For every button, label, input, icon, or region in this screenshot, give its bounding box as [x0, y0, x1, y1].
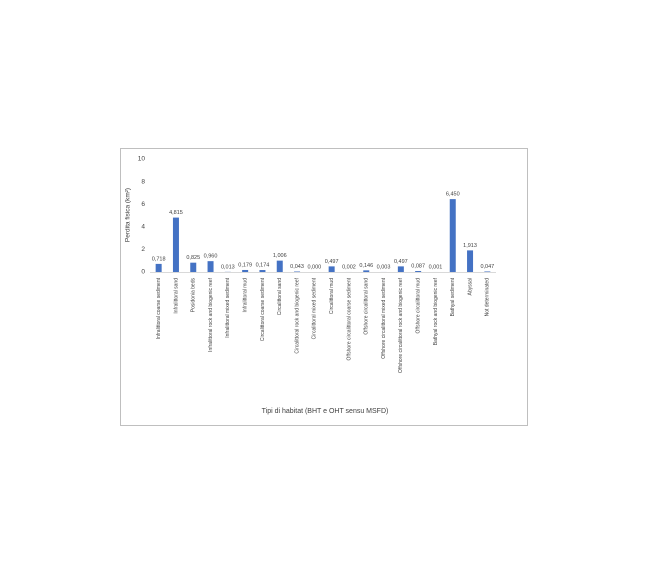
bar: [276, 260, 283, 272]
x-tick-label: Circalittoral mud: [329, 278, 335, 314]
value-label: 0,174: [256, 262, 270, 268]
y-tick-label: 0: [141, 269, 145, 276]
bar: [363, 270, 370, 272]
x-tick-label: Posidonia beds: [191, 278, 197, 313]
x-axis-title: Tipi di habitat (BHT e OHT sensu MSFD): [262, 408, 389, 415]
value-label: 0,047: [480, 264, 494, 270]
bar: [415, 271, 422, 272]
x-tick-label: Bathyal rock and biogenic reef: [433, 277, 439, 345]
y-tick-label: 2: [141, 246, 145, 253]
x-tick-label: Infralittoral mud: [242, 278, 248, 313]
x-tick-label: Abyssal: [467, 278, 473, 296]
value-label: 0,825: [186, 255, 200, 261]
x-tick-label: Offshore circalittoral mixed sediment: [381, 277, 387, 358]
x-tick-label: Offshore circalittoral sand: [364, 278, 370, 335]
value-label: 1,913: [463, 243, 477, 249]
y-tick-label: 6: [141, 201, 145, 208]
x-tick-label: Infralittoral mixed sediment: [225, 277, 231, 337]
x-tick-label: Infralittoral sand: [173, 278, 179, 314]
bar: [190, 262, 197, 272]
x-tick-label: Infralittoral coarse sediment: [156, 277, 162, 339]
value-label: 0,146: [359, 263, 373, 269]
value-label: 0,043: [290, 264, 304, 270]
value-label: 0,001: [429, 264, 443, 270]
bar: [172, 217, 179, 272]
y-tick-label: 10: [138, 156, 146, 163]
bar: [207, 261, 214, 272]
bar: [449, 199, 456, 272]
value-label: 0,013: [221, 264, 235, 270]
x-tick-label: Bathyal sediment: [450, 277, 456, 316]
x-tick-label: Circalittoral mixed sediment: [312, 277, 318, 339]
value-label: 0,003: [377, 264, 391, 270]
value-label: 4,815: [169, 210, 183, 216]
bar: [242, 269, 249, 272]
bar: [484, 271, 491, 272]
y-axis-title: Perdita fisica (km²): [125, 188, 132, 242]
x-tick-label: Not determinated: [485, 278, 491, 317]
x-tick-label: Offshore circalittoral coarse sediment: [346, 277, 352, 360]
x-tick-label: Circalittoral sand: [277, 278, 283, 315]
y-tick-label: 8: [141, 178, 145, 185]
value-label: 0,087: [411, 263, 425, 269]
value-label: 0,960: [204, 254, 218, 260]
bar: [328, 266, 335, 272]
value-label: 6,450: [446, 192, 460, 198]
y-tick-label: 4: [141, 224, 145, 231]
x-tick-label: Circalittoral rock and biogenic reef: [294, 277, 300, 353]
x-tick-label: Offshore circalittoral mud: [415, 278, 421, 334]
value-label: 0,179: [238, 262, 252, 268]
x-tick-label: Circalittoral coarse sediment: [260, 277, 266, 341]
value-label: 0,497: [325, 259, 339, 265]
chart-frame: [120, 148, 528, 426]
bar: [467, 250, 474, 272]
bar: [397, 266, 404, 272]
value-label: 0,718: [152, 256, 166, 262]
value-label: 0,000: [307, 264, 321, 270]
value-label: 1,006: [273, 253, 287, 259]
x-tick-label: Offshore circalittoral rock and biogenic…: [398, 277, 404, 373]
value-label: 0,497: [394, 259, 408, 265]
bar: [259, 270, 266, 272]
value-label: 0,002: [342, 264, 356, 270]
bar: [155, 263, 162, 272]
x-tick-label: Infralittoral rock and biogenic reef: [208, 277, 214, 352]
